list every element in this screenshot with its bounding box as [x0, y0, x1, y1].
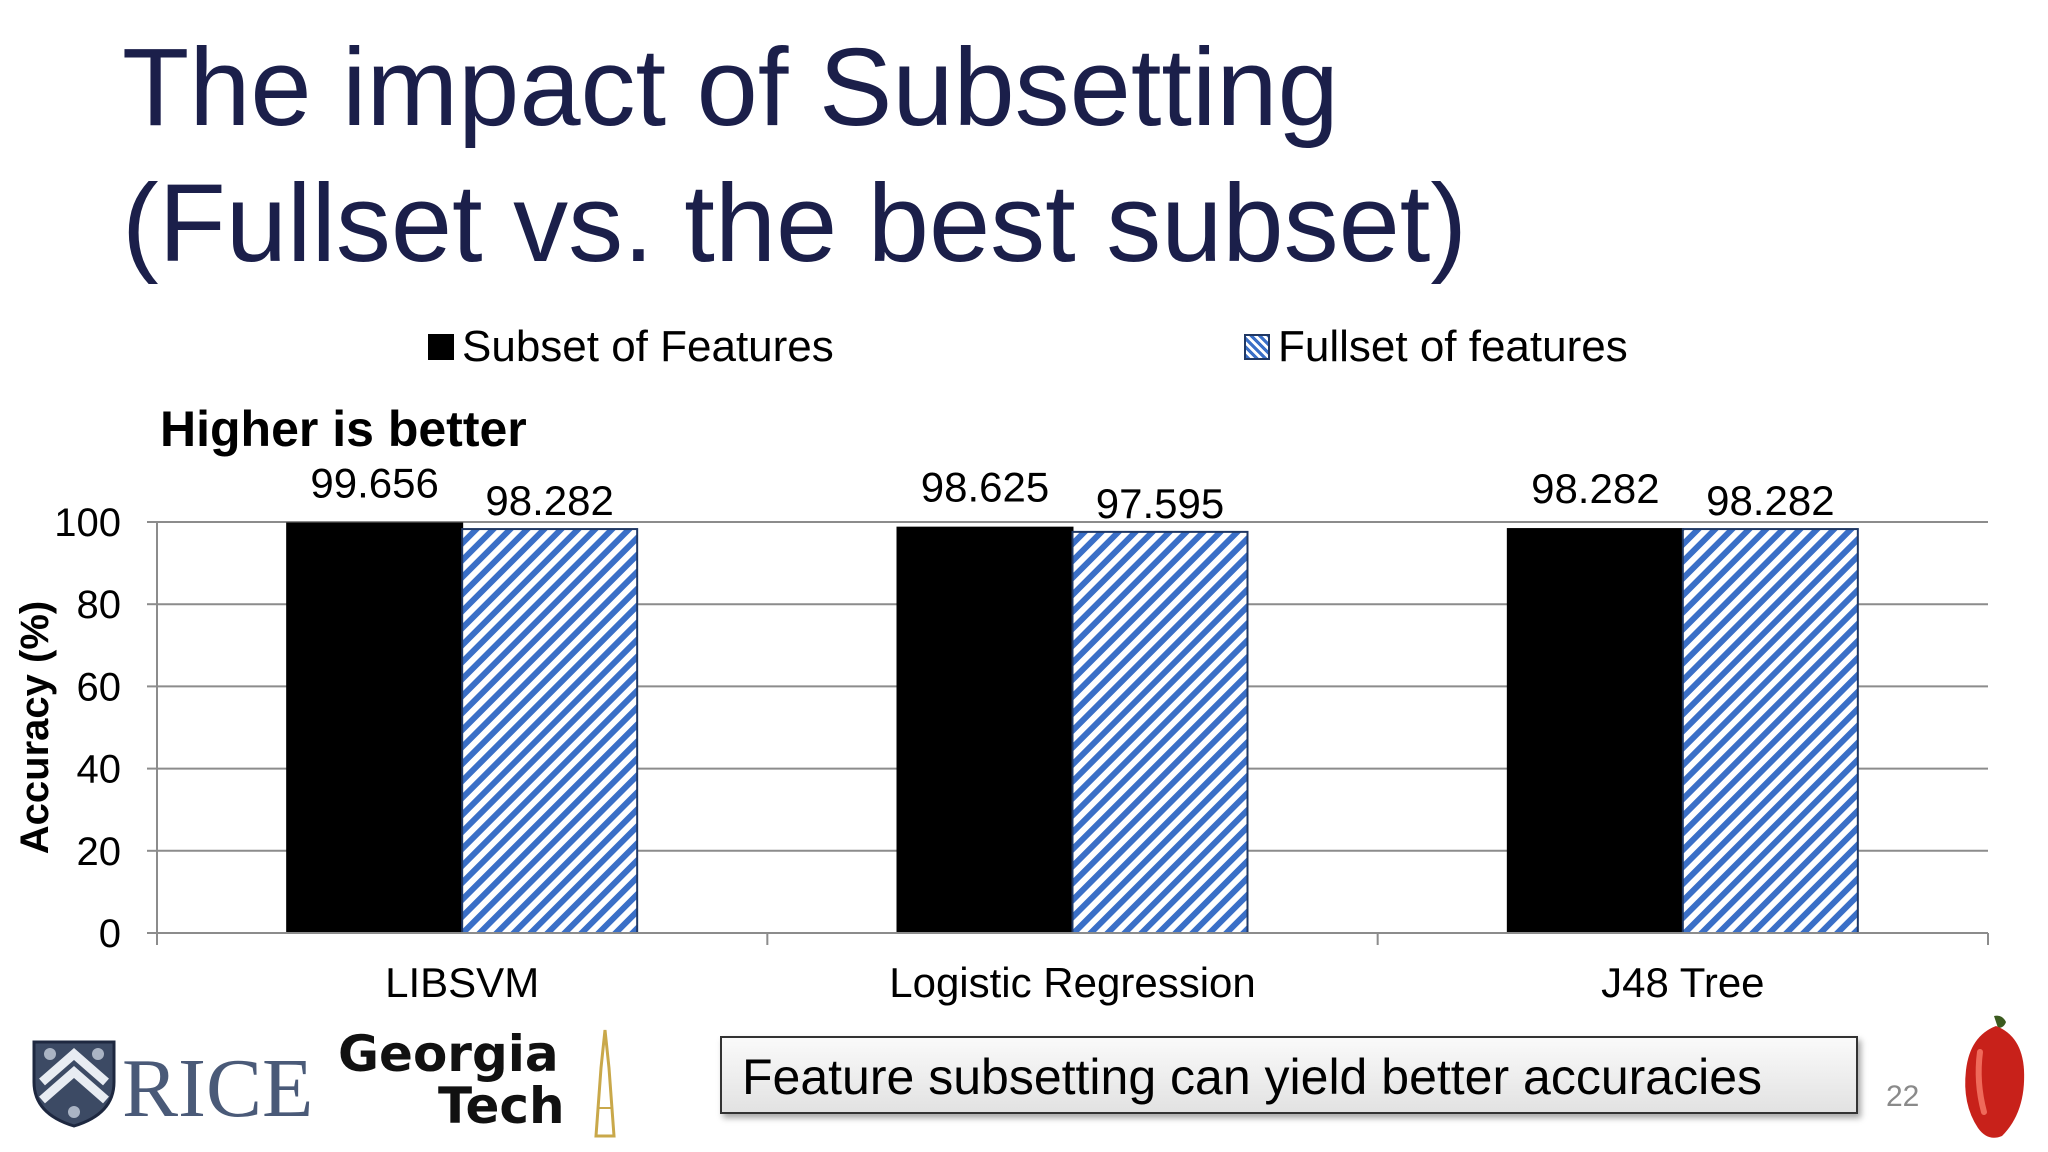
callout-note: Feature subsetting can yield better accu… — [720, 1036, 1858, 1114]
bar-fullset — [461, 528, 639, 934]
slide-title: The impact of Subsetting (Fullset vs. th… — [122, 20, 1467, 292]
y-tick-label: 0 — [99, 912, 121, 956]
data-label: 99.656 — [310, 459, 438, 506]
data-label: 98.282 — [485, 477, 613, 524]
bar-fullset — [1681, 528, 1859, 934]
rice-logo: RICE — [32, 1040, 313, 1130]
rice-shield-icon — [32, 1040, 116, 1128]
chart-subtitle: Higher is better — [160, 401, 527, 457]
y-axis-title: Accuracy (%) — [13, 601, 57, 854]
legend-item-fullset: Fullset of features — [1244, 322, 1628, 372]
pepper-logo-icon — [1965, 1015, 2025, 1138]
data-label: 98.282 — [1531, 465, 1659, 512]
gt-logo-line-1: Georgia — [338, 1025, 559, 1083]
bar-subset — [896, 526, 1074, 934]
georgia-tech-logo: Georgia Tech — [338, 1028, 628, 1138]
bar-fullset — [1071, 530, 1249, 934]
x-tick-label: LIBSVM — [385, 959, 539, 1006]
page-number: 22 — [1886, 1080, 1920, 1113]
bar-subset — [286, 522, 464, 934]
y-tick-label: 20 — [77, 830, 122, 874]
data-label: 98.625 — [921, 464, 1049, 511]
bar-subset — [1506, 528, 1684, 934]
legend-swatch-fullset — [1244, 334, 1270, 360]
data-label: 98.282 — [1706, 477, 1834, 524]
slide-title-line-2: (Fullset vs. the best subset) — [122, 162, 1467, 285]
data-label: 97.595 — [1096, 480, 1224, 527]
y-tick-label: 40 — [77, 748, 122, 792]
x-tick-label: J48 Tree — [1601, 959, 1764, 1006]
y-tick-label: 100 — [54, 501, 121, 545]
gt-logo-line-2: Tech — [438, 1077, 565, 1135]
legend-label-subset: Subset of Features — [462, 322, 834, 371]
legend-item-subset: Subset of Features — [428, 322, 834, 372]
gt-tower-icon — [594, 1029, 616, 1138]
rice-logo-text: RICE — [122, 1042, 313, 1130]
slide-title-line-1: The impact of Subsetting — [122, 26, 1339, 149]
legend-label-fullset: Fullset of features — [1278, 322, 1628, 371]
y-tick-label: 80 — [77, 583, 122, 627]
y-tick-label: 60 — [77, 665, 122, 709]
x-tick-label: Logistic Regression — [889, 959, 1256, 1006]
legend-swatch-subset — [428, 334, 454, 360]
